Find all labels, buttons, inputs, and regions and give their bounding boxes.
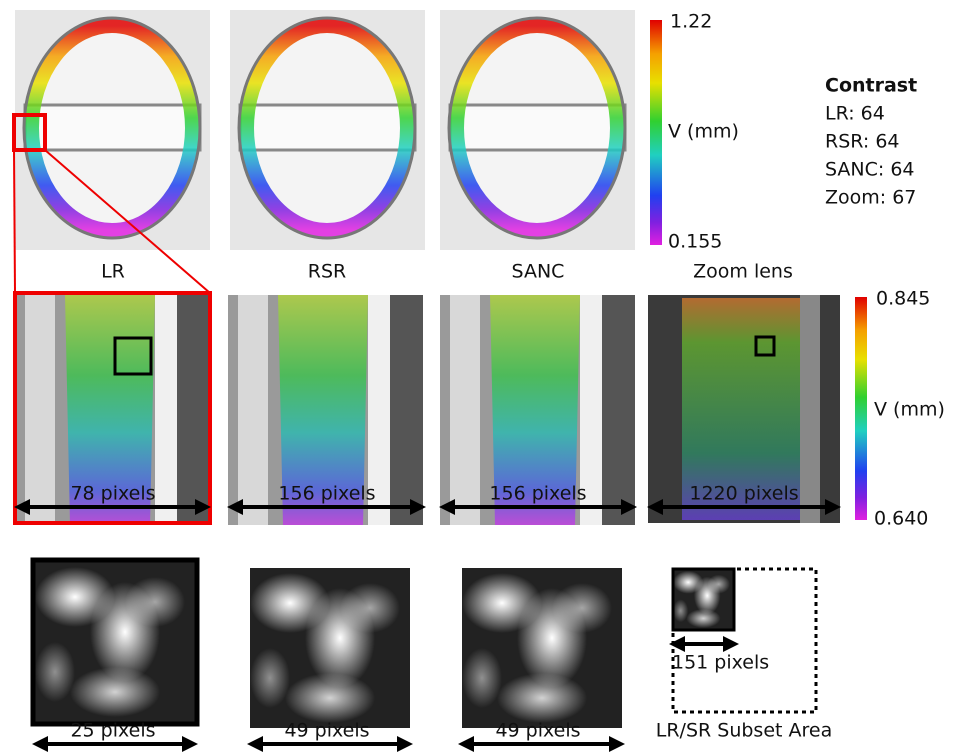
scale-label: 151 pixels <box>672 652 769 674</box>
colorbar-min: 0.640 <box>874 508 928 530</box>
scale-label: 49 pixels <box>495 720 580 742</box>
contrast-item: Zoom: 67 <box>825 187 916 209</box>
colorbar <box>855 297 867 520</box>
subset-caption: LR/SR Subset Area <box>656 720 832 742</box>
column-label: Zoom lens <box>693 261 793 283</box>
contrast-item: LR: 64 <box>825 103 885 125</box>
column-label: SANC <box>512 261 565 283</box>
colorbar-min: 0.155 <box>668 231 722 253</box>
scale-label: 156 pixels <box>278 483 375 505</box>
colorbar-max: 1.22 <box>670 11 712 33</box>
scale-label: 25 pixels <box>70 720 155 742</box>
sanc-image <box>440 10 635 250</box>
colorbar-label: V (mm) <box>874 399 945 421</box>
rsr-image <box>230 10 425 250</box>
scale-label: 78 pixels <box>70 483 155 505</box>
lr-subset <box>35 562 195 722</box>
contrast-title: Contrast <box>825 75 917 97</box>
colorbar-label: V (mm) <box>668 121 739 143</box>
contrast-item: RSR: 64 <box>825 131 900 153</box>
scale-label: 1220 pixels <box>689 483 798 505</box>
zoom-line <box>14 150 15 293</box>
figure: 1.22 V (mm) 0.155 Contrast LR: 64 RSR: 6… <box>0 0 978 755</box>
scale-label: 49 pixels <box>284 720 369 742</box>
sanc-subset <box>462 568 622 728</box>
rsr-subset <box>250 568 410 728</box>
colorbar <box>650 20 662 245</box>
colorbar-max: 0.845 <box>876 288 930 310</box>
zoom-subset <box>673 569 734 630</box>
contrast-item: SANC: 64 <box>825 159 915 181</box>
column-label: LR <box>101 261 125 283</box>
scale-label: 156 pixels <box>489 483 586 505</box>
column-label: RSR <box>308 261 346 283</box>
